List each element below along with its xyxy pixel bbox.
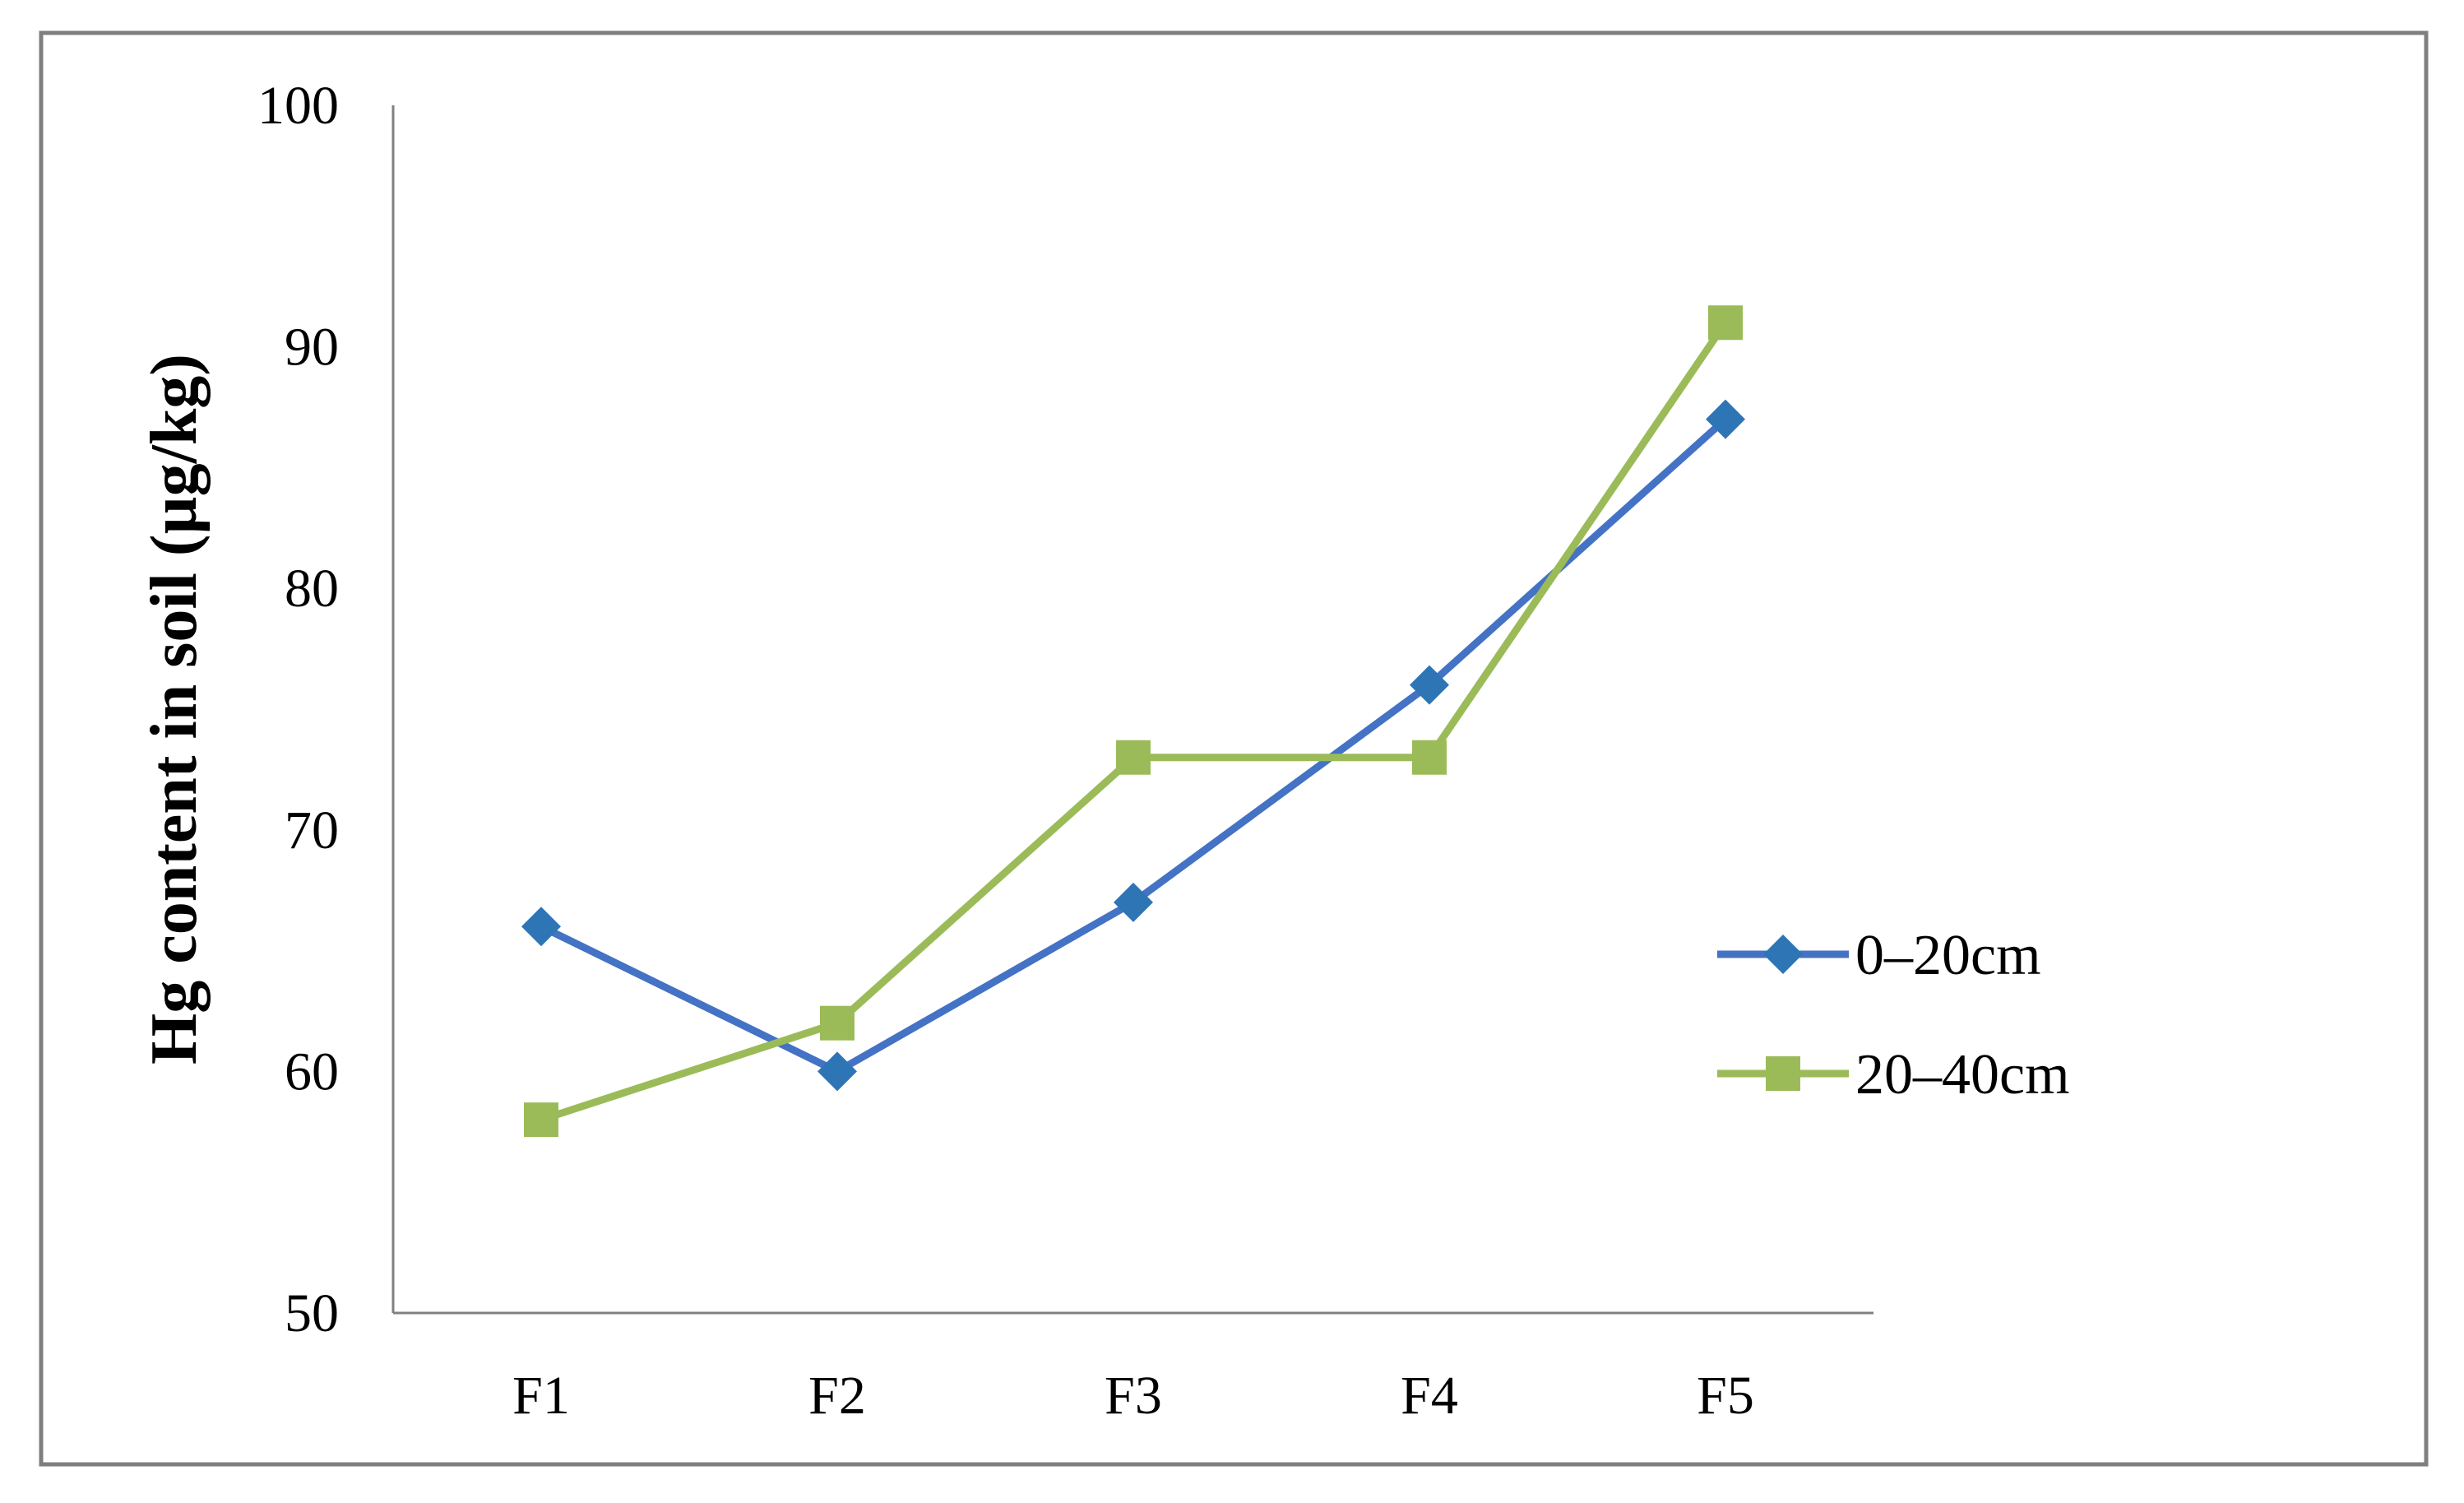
x-tick-label: F1: [512, 1366, 570, 1426]
y-tick-label: 70: [285, 800, 339, 861]
x-tick-label: F5: [1697, 1366, 1754, 1426]
y-tick-label: 90: [285, 318, 339, 378]
data-point-s1-p0: [524, 1102, 558, 1138]
legend: 0–20cm 20–40cm: [1717, 924, 2070, 1106]
data-point-s0-p3: [1410, 665, 1449, 705]
legend-marker-0: [1763, 935, 1803, 974]
data-point-s1-p4: [1708, 305, 1743, 341]
legend-marker-1: [1766, 1056, 1800, 1091]
y-tick-label: 50: [285, 1283, 339, 1343]
data-point-s1-p2: [1116, 740, 1151, 775]
data-point-s0-p0: [521, 907, 561, 947]
chart-frame: [39, 30, 2429, 1467]
x-tick-labels: F1 F2 F3 F4 F5: [512, 1366, 1754, 1426]
x-tick-label: F3: [1105, 1366, 1162, 1426]
y-tick-label: 100: [257, 76, 339, 136]
data-point-s1-p1: [820, 1005, 855, 1041]
y-tick-label: 60: [285, 1041, 339, 1102]
data-point-s1-p3: [1412, 740, 1447, 775]
data-point-s0-p1: [817, 1051, 857, 1092]
x-tick-label: F2: [808, 1366, 866, 1426]
legend-label-0: 0–20cm: [1855, 924, 2041, 987]
data-point-s0-p2: [1114, 882, 1153, 922]
legend-label-1: 20–40cm: [1855, 1043, 2070, 1106]
x-tick-label: F4: [1401, 1366, 1458, 1426]
y-axis-title: Hg content in soil (µg/kg): [138, 354, 211, 1065]
y-tick-labels: 50 60 70 80 90 100: [257, 76, 339, 1343]
data-point-s0-p4: [1706, 399, 1745, 439]
series-layer: [521, 305, 1745, 1138]
y-tick-label: 80: [285, 559, 339, 619]
